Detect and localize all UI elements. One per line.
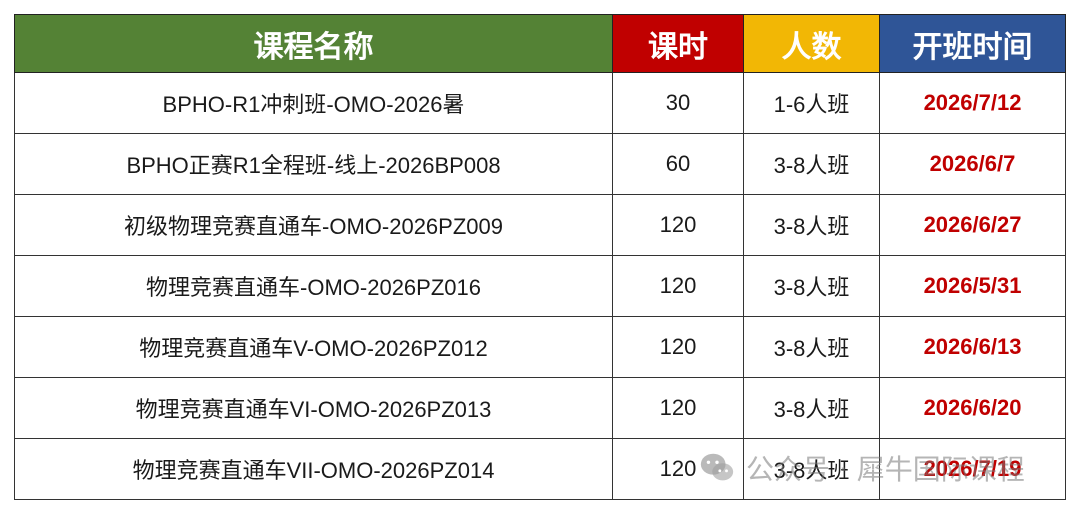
hours-cell: 120 bbox=[612, 316, 744, 378]
hours-cell: 120 bbox=[612, 377, 744, 439]
start-date-cell: 2026/6/7 bbox=[879, 133, 1066, 195]
course-name-cell: 物理竞赛直通车VII-OMO-2026PZ014 bbox=[14, 438, 613, 500]
table-row: BPHO-R1冲刺班-OMO-2026暑 30 1-6人班 2026/7/12 bbox=[14, 72, 1066, 134]
header-row: 课程名称 课时 人数 开班时间 bbox=[14, 14, 1066, 73]
course-name-cell: BPHO-R1冲刺班-OMO-2026暑 bbox=[14, 72, 613, 134]
hours-cell: 120 bbox=[612, 438, 744, 500]
start-date-cell: 2026/6/20 bbox=[879, 377, 1066, 439]
course-schedule-table: 课程名称 课时 人数 开班时间 BPHO-R1冲刺班-OMO-2026暑 30 … bbox=[14, 14, 1066, 500]
hours-cell: 60 bbox=[612, 133, 744, 195]
hours-cell: 120 bbox=[612, 194, 744, 256]
header-start-date: 开班时间 bbox=[879, 14, 1066, 73]
start-date-cell: 2026/6/27 bbox=[879, 194, 1066, 256]
start-date-cell: 2026/5/31 bbox=[879, 255, 1066, 317]
class-size-cell: 3-8人班 bbox=[743, 194, 880, 256]
table-row: 物理竞赛直通车V-OMO-2026PZ012 120 3-8人班 2026/6/… bbox=[14, 316, 1066, 378]
course-name-cell: BPHO正赛R1全程班-线上-2026BP008 bbox=[14, 133, 613, 195]
hours-cell: 30 bbox=[612, 72, 744, 134]
course-name-cell: 物理竞赛直通车-OMO-2026PZ016 bbox=[14, 255, 613, 317]
class-size-cell: 3-8人班 bbox=[743, 255, 880, 317]
header-hours: 课时 bbox=[612, 14, 744, 73]
table-row: 物理竞赛直通车VII-OMO-2026PZ014 120 3-8人班 2026/… bbox=[14, 438, 1066, 500]
class-size-cell: 3-8人班 bbox=[743, 316, 880, 378]
class-size-cell: 3-8人班 bbox=[743, 133, 880, 195]
start-date-cell: 2026/6/13 bbox=[879, 316, 1066, 378]
course-name-cell: 初级物理竞赛直通车-OMO-2026PZ009 bbox=[14, 194, 613, 256]
start-date-cell: 2026/7/12 bbox=[879, 72, 1066, 134]
table-row: 初级物理竞赛直通车-OMO-2026PZ009 120 3-8人班 2026/6… bbox=[14, 194, 1066, 256]
class-size-cell: 3-8人班 bbox=[743, 377, 880, 439]
table-row: 物理竞赛直通车-OMO-2026PZ016 120 3-8人班 2026/5/3… bbox=[14, 255, 1066, 317]
course-name-cell: 物理竞赛直通车V-OMO-2026PZ012 bbox=[14, 316, 613, 378]
class-size-cell: 3-8人班 bbox=[743, 438, 880, 500]
header-class-size: 人数 bbox=[743, 14, 880, 73]
start-date-cell: 2026/7/19 bbox=[879, 438, 1066, 500]
table-row: 物理竞赛直通车VI-OMO-2026PZ013 120 3-8人班 2026/6… bbox=[14, 377, 1066, 439]
course-name-cell: 物理竞赛直通车VI-OMO-2026PZ013 bbox=[14, 377, 613, 439]
hours-cell: 120 bbox=[612, 255, 744, 317]
class-size-cell: 1-6人班 bbox=[743, 72, 880, 134]
table-row: BPHO正赛R1全程班-线上-2026BP008 60 3-8人班 2026/6… bbox=[14, 133, 1066, 195]
header-course-name: 课程名称 bbox=[14, 14, 613, 73]
